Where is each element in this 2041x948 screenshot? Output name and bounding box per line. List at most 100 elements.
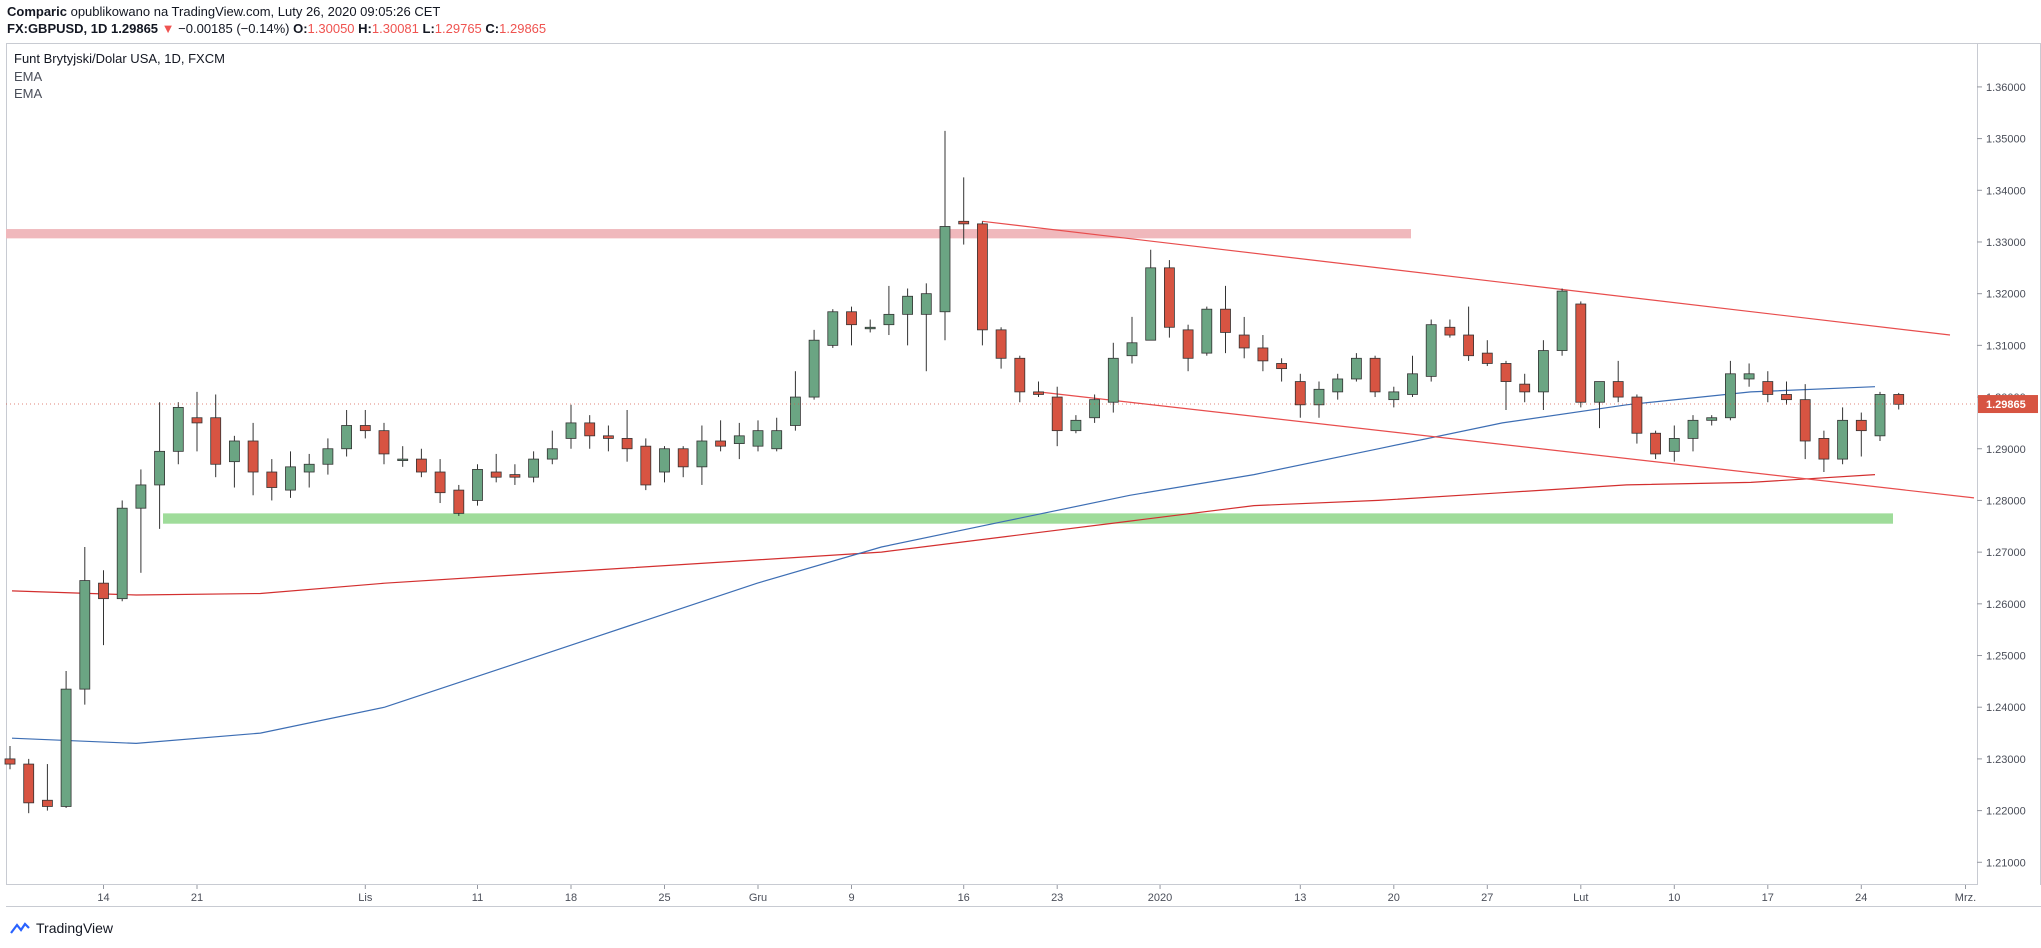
candle-body	[939, 226, 951, 313]
candle-body	[1893, 394, 1905, 405]
candle-body	[864, 326, 876, 330]
candle-body	[827, 311, 839, 346]
candle-body	[659, 448, 670, 473]
y-tick-label: 1.24000	[1986, 702, 2026, 714]
candle-body	[995, 329, 1007, 359]
channel-upper-line	[982, 220, 1951, 336]
candle-body	[1425, 324, 1437, 377]
x-tick-label: 20	[1388, 892, 1400, 904]
open-value: 1.30050	[307, 21, 355, 36]
candle-body	[1407, 373, 1418, 395]
x-tick-label: 9	[848, 892, 854, 904]
symbol-bar: FX:GBPUSD, 1D 1.29865 ▼ −0.00185 (−0.14%…	[7, 21, 546, 36]
candle-body	[1799, 399, 1811, 442]
x-tick-label: 13	[1294, 892, 1306, 904]
y-tick-label: 1.29000	[1986, 444, 2026, 456]
candle-body	[1706, 417, 1718, 421]
x-tick-label: Mrz.	[1955, 892, 1976, 904]
candle-body	[1220, 308, 1231, 333]
candle-body	[397, 458, 409, 461]
y-tick-label: 1.22000	[1986, 806, 2026, 818]
close-value: 1.29865	[499, 21, 547, 36]
y-tick-label: 1.31000	[1986, 340, 2026, 352]
author-name[interactable]: Comparic	[7, 4, 67, 19]
candle-body	[621, 438, 633, 450]
candle-body	[4, 758, 16, 765]
candle-body	[1500, 363, 1512, 382]
candle-body	[677, 448, 689, 468]
x-tick-label: 21	[191, 892, 203, 904]
candle-body	[378, 430, 390, 455]
x-tick-label: 24	[1855, 892, 1867, 904]
candle-body	[285, 466, 296, 491]
time-axis[interactable]	[6, 885, 2041, 907]
candle-body	[434, 471, 446, 494]
candle-body	[490, 471, 502, 478]
candle-body	[1668, 438, 1680, 452]
candle-body	[359, 425, 371, 432]
y-tick-label: 1.26000	[1986, 599, 2026, 611]
candle-body	[172, 406, 184, 452]
candle-body	[1575, 303, 1587, 403]
candle-body	[1164, 267, 1175, 328]
ema-fast-line	[11, 386, 1876, 745]
candle-body	[1762, 381, 1774, 395]
candle-body	[1743, 373, 1755, 380]
candle-body	[1444, 326, 1456, 336]
legend-title[interactable]: Funt Brytyjski/Dolar USA, 1D, FXCM	[14, 51, 225, 66]
candle-body	[42, 799, 53, 807]
x-tick-label: 27	[1481, 892, 1493, 904]
candle-body	[1145, 267, 1157, 341]
y-tick-label: 1.27000	[1986, 547, 2026, 559]
candle-body	[1051, 396, 1063, 432]
y-tick-label: 1.32000	[1986, 289, 2026, 301]
candle-body	[266, 471, 278, 488]
candle-body	[1612, 381, 1624, 398]
high-value: 1.30081	[371, 21, 419, 36]
candle-body	[1538, 350, 1549, 393]
candle-body	[1818, 438, 1830, 460]
tradingview-logo-icon[interactable]	[10, 921, 30, 935]
candle-body	[1126, 342, 1138, 357]
x-tick-label: 2020	[1148, 892, 1172, 904]
candle-body	[1107, 357, 1119, 403]
y-tick-label: 1.25000	[1986, 651, 2026, 663]
candle-body	[1687, 419, 1699, 439]
candle-body	[1294, 381, 1306, 406]
y-tick-label: 1.21000	[1986, 857, 2026, 869]
candle-body	[752, 430, 764, 447]
candle-body	[715, 440, 726, 447]
candle-body	[1276, 363, 1287, 370]
x-tick-label: 18	[565, 892, 577, 904]
candle-body	[135, 484, 147, 509]
y-tick-label: 1.34000	[1986, 185, 2026, 197]
candle-body	[883, 313, 895, 326]
candle-body	[1481, 352, 1493, 364]
candle-body	[771, 430, 783, 450]
candle-body	[1070, 419, 1082, 432]
legend-ema-2[interactable]: EMA	[14, 86, 43, 101]
candle-body	[154, 450, 166, 486]
candle-body	[1855, 419, 1867, 432]
candle-body	[509, 474, 521, 478]
last-price: 1.29865	[111, 21, 159, 36]
candle-body	[1874, 394, 1886, 437]
candle-body	[191, 417, 203, 424]
x-tick-label: Gru	[749, 892, 767, 904]
candle-body	[958, 220, 970, 225]
symbol[interactable]: FX:GBPUSD, 1D	[7, 21, 108, 36]
brand-name[interactable]: TradingView	[36, 920, 114, 936]
legend-ema-1[interactable]: EMA	[14, 69, 43, 84]
x-tick-label: 10	[1668, 892, 1680, 904]
candle-body	[584, 422, 596, 437]
candle-body	[472, 469, 483, 501]
candle-body	[1519, 383, 1531, 393]
y-tick-label: 1.35000	[1986, 134, 2026, 146]
chart-pane[interactable]	[6, 43, 1978, 885]
candle-body	[920, 293, 932, 315]
price-change: −0.00185 (−0.14%)	[178, 21, 290, 36]
candle-body	[1463, 334, 1474, 357]
y-tick-label: 1.28000	[1986, 495, 2026, 507]
candle-body	[23, 763, 35, 804]
